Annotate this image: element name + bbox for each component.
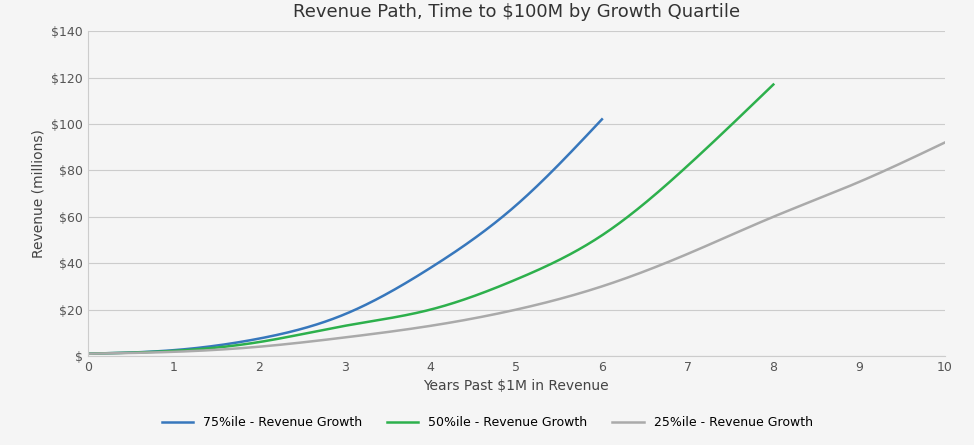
50%ile - Revenue Growth — [768, 82, 779, 87]
Title: Revenue Path, Time to $100M by Growth Quartile: Revenue Path, Time to $100M by Growth Qu… — [292, 3, 740, 21]
25%ile - Revenue Growth — [545, 299, 557, 304]
50%ile - Revenue Growth — [407, 311, 419, 316]
X-axis label: Years Past $1M in Revenue: Years Past $1M in Revenue — [424, 380, 609, 393]
25%ile - Revenue Growth — [494, 311, 506, 316]
Line: 50%ile - Revenue Growth: 50%ile - Revenue Growth — [88, 85, 773, 354]
25%ile - Revenue Growth — [489, 312, 501, 317]
50%ile - Revenue Growth — [490, 285, 502, 291]
25%ile - Revenue Growth — [918, 150, 930, 155]
25%ile - Revenue Growth — [592, 285, 604, 291]
Line: 25%ile - Revenue Growth: 25%ile - Revenue Growth — [88, 142, 945, 354]
75%ile - Revenue Growth — [388, 287, 399, 293]
50%ile - Revenue Growth — [82, 351, 94, 356]
Legend: 75%ile - Revenue Growth, 50%ile - Revenue Growth, 25%ile - Revenue Growth: 75%ile - Revenue Growth, 50%ile - Revenu… — [157, 411, 817, 434]
75%ile - Revenue Growth — [596, 117, 608, 122]
25%ile - Revenue Growth — [82, 351, 94, 356]
75%ile - Revenue Growth — [583, 130, 595, 135]
50%ile - Revenue Growth — [644, 197, 656, 202]
25%ile - Revenue Growth — [784, 207, 796, 213]
75%ile - Revenue Growth — [360, 302, 372, 307]
75%ile - Revenue Growth — [504, 209, 515, 214]
Y-axis label: Revenue (millions): Revenue (millions) — [31, 129, 46, 258]
75%ile - Revenue Growth — [326, 316, 338, 322]
50%ile - Revenue Growth — [453, 299, 465, 304]
75%ile - Revenue Growth — [329, 316, 341, 321]
25%ile - Revenue Growth — [939, 140, 951, 145]
50%ile - Revenue Growth — [751, 98, 763, 103]
50%ile - Revenue Growth — [412, 310, 424, 316]
Line: 75%ile - Revenue Growth: 75%ile - Revenue Growth — [88, 119, 602, 354]
75%ile - Revenue Growth — [82, 351, 94, 356]
